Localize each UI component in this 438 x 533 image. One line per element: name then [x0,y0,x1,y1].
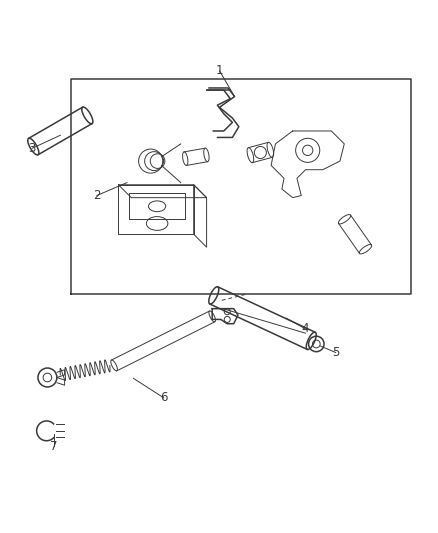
Text: 5: 5 [331,346,339,359]
Text: 2: 2 [93,189,100,202]
Text: 1: 1 [215,64,223,77]
Text: 7: 7 [50,440,57,453]
Text: 4: 4 [301,322,309,335]
Text: 3: 3 [28,142,36,155]
Text: 6: 6 [159,391,167,404]
